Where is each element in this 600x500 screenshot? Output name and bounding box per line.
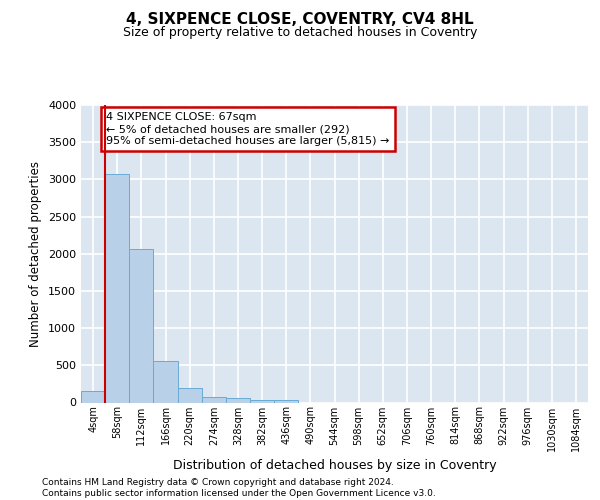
Bar xyxy=(129,248,154,402)
Bar xyxy=(105,174,129,402)
Text: 4 SIXPENCE CLOSE: 67sqm
← 5% of detached houses are smaller (292)
95% of semi-de: 4 SIXPENCE CLOSE: 67sqm ← 5% of detached… xyxy=(106,112,390,146)
Bar xyxy=(226,398,250,402)
Bar xyxy=(81,392,105,402)
Bar xyxy=(274,400,298,402)
Bar xyxy=(250,400,274,402)
Text: Size of property relative to detached houses in Coventry: Size of property relative to detached ho… xyxy=(123,26,477,39)
Text: 4, SIXPENCE CLOSE, COVENTRY, CV4 8HL: 4, SIXPENCE CLOSE, COVENTRY, CV4 8HL xyxy=(126,12,474,28)
Bar xyxy=(154,361,178,403)
Bar xyxy=(202,396,226,402)
X-axis label: Distribution of detached houses by size in Coventry: Distribution of detached houses by size … xyxy=(173,459,496,472)
Y-axis label: Number of detached properties: Number of detached properties xyxy=(29,161,43,347)
Text: Contains HM Land Registry data © Crown copyright and database right 2024.
Contai: Contains HM Land Registry data © Crown c… xyxy=(42,478,436,498)
Bar xyxy=(178,388,202,402)
